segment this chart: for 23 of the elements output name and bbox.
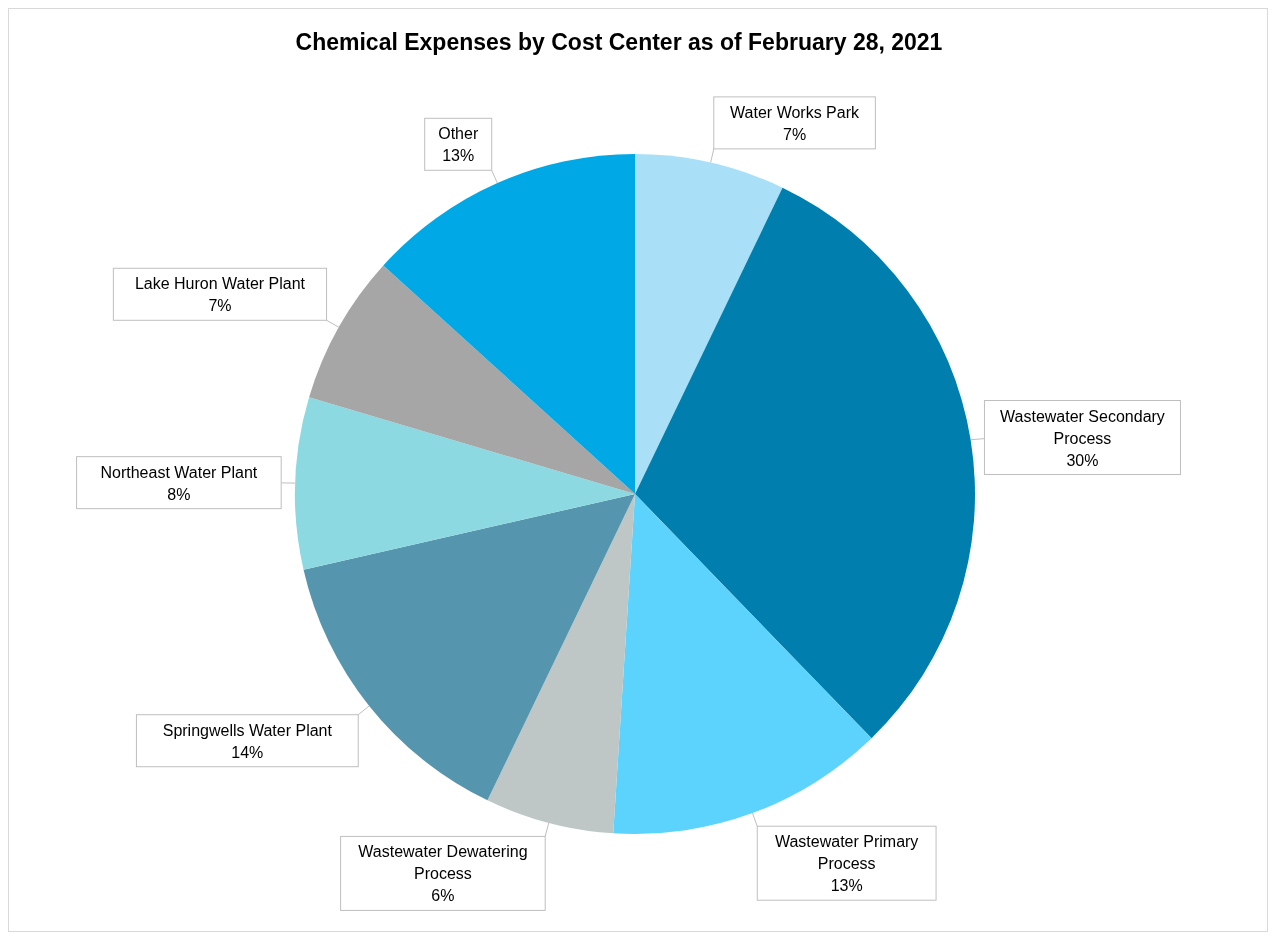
slice-label: Northeast Water Plant	[100, 463, 258, 481]
pie-slice	[635, 154, 783, 494]
pie-slice	[613, 494, 872, 834]
pie-slice	[635, 187, 975, 739]
data-label: 14%	[231, 743, 264, 761]
slice-label: Wastewater Secondary Process	[1000, 407, 1165, 447]
slice-label: Springwells Water Plant	[162, 721, 333, 739]
slice-label: Wastewater Dewatering Process	[358, 843, 528, 883]
data-label: 6%	[431, 887, 455, 905]
chart-title: Chemical Expenses by Cost Center as of February 28, 2021	[294, 29, 944, 56]
slice-label: Other	[438, 125, 479, 143]
slice-label: Lake Huron Water Plant	[134, 275, 306, 293]
data-label: 13%	[442, 147, 475, 165]
pie-slice	[487, 494, 635, 834]
data-label: 8%	[167, 485, 191, 503]
data-label: 7%	[783, 125, 807, 143]
data-label: 30%	[1066, 451, 1099, 469]
data-label: 13%	[830, 877, 863, 895]
slice-label: Water Works Park	[730, 103, 861, 121]
pie-slice	[309, 265, 635, 494]
pie-slice	[295, 397, 635, 570]
slice-label: Wastewater Primary Process	[774, 833, 919, 873]
data-label: 7%	[208, 297, 232, 315]
